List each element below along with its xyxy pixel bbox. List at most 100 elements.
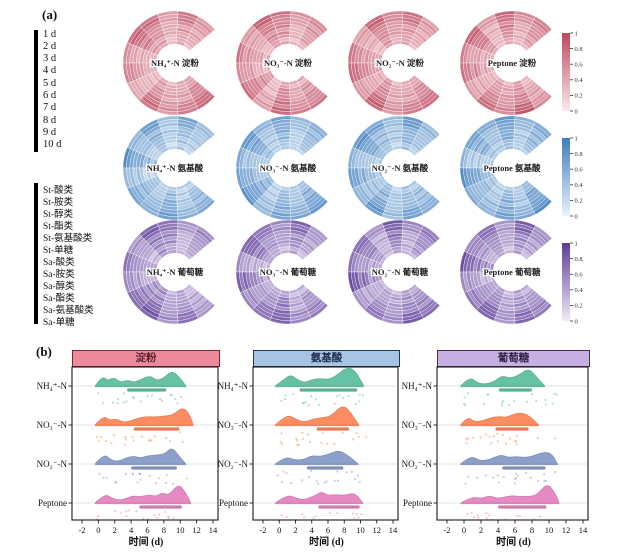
polar-heatmap-title: Peptone 葡萄糖 bbox=[484, 267, 541, 277]
x-tick-label: 14 bbox=[389, 525, 398, 535]
y-axis-label: NO₂⁻-N bbox=[402, 459, 433, 469]
x-tick-label: 12 bbox=[373, 525, 382, 535]
category-sector-legend: St-酸类 St-胺类 St-醇类 St-酯类 St-氨基酸类 St-单糖 Sa-酸类 Sa-… bbox=[34, 180, 124, 330]
jitter-point bbox=[333, 402, 336, 405]
jitter-point bbox=[490, 442, 493, 445]
jitter-point bbox=[365, 436, 368, 439]
polar-cells bbox=[122, 219, 216, 325]
jitter-point bbox=[555, 393, 558, 396]
jitter-point bbox=[111, 401, 115, 404]
ridge-row bbox=[94, 372, 187, 405]
day-legend-item: 9 d bbox=[43, 126, 57, 138]
x-tick-label: 2 bbox=[479, 525, 483, 535]
x-tick-label: 0 bbox=[462, 525, 466, 535]
jitter-point bbox=[280, 442, 284, 446]
category-legend-item: Sa-酯类 bbox=[43, 293, 75, 304]
jitter-point bbox=[347, 394, 350, 398]
jitter-point bbox=[276, 474, 279, 477]
interval-bar bbox=[139, 505, 182, 509]
jitter-point bbox=[171, 482, 175, 486]
y-axis-label: NH₄⁺-N bbox=[37, 381, 68, 391]
category-legend-item: Sa-单糖 bbox=[43, 317, 75, 328]
jitter-point bbox=[501, 433, 504, 437]
jitter-point bbox=[350, 470, 353, 473]
jitter-point bbox=[99, 435, 103, 439]
jitter-point bbox=[317, 403, 321, 407]
jitter-point bbox=[172, 517, 175, 520]
jitter-point bbox=[141, 517, 145, 520]
jitter-point bbox=[102, 476, 105, 479]
colorbar-tick-label: 0 bbox=[575, 108, 578, 115]
polar-heatmap: NO₃⁻-N 氨基酸 bbox=[235, 115, 329, 221]
jitter-point bbox=[95, 435, 98, 438]
jitter-point bbox=[102, 402, 105, 405]
jitter-point bbox=[124, 435, 127, 438]
jitter-point bbox=[463, 396, 466, 399]
polar-cells bbox=[347, 115, 441, 221]
colorbar-tick-label: 0.6 bbox=[575, 272, 584, 279]
jitter-point bbox=[500, 401, 504, 404]
jitter-point bbox=[165, 481, 168, 485]
jitter-point bbox=[154, 482, 158, 485]
jitter-point bbox=[146, 395, 149, 398]
x-tick-label: 10 bbox=[176, 525, 185, 535]
x-tick-label: -2 bbox=[259, 525, 266, 535]
interval-bar bbox=[306, 466, 344, 470]
jitter-point bbox=[485, 433, 488, 436]
polar-heatmap-title: Peptone 淀粉 bbox=[488, 58, 537, 68]
x-tick-label: 8 bbox=[342, 525, 346, 535]
jitter-point bbox=[485, 517, 488, 520]
panel-b-label: (b) bbox=[36, 344, 52, 359]
jitter-point bbox=[502, 476, 505, 479]
polar-heatmap-title: NO₂⁻-N 氨基酸 bbox=[372, 163, 429, 173]
day-legend-item: 10 d bbox=[43, 139, 62, 151]
colorbar: 1 0.8 0.6 0.4 0.2 0 bbox=[562, 240, 584, 325]
jitter-point bbox=[178, 431, 181, 434]
jitter-point bbox=[308, 440, 311, 444]
x-tick-label: 12 bbox=[192, 525, 201, 535]
jitter-point bbox=[333, 442, 336, 445]
jitter-point bbox=[303, 516, 306, 519]
jitter-point bbox=[125, 400, 128, 403]
x-tick-label: 12 bbox=[562, 525, 571, 535]
day-legend-item: 5 d bbox=[43, 77, 57, 89]
polar-heatmap: Peptone 葡萄糖 bbox=[459, 219, 553, 325]
jitter-point bbox=[524, 471, 528, 474]
jitter-point bbox=[301, 401, 304, 404]
jitter-point bbox=[336, 479, 340, 483]
category-legend-item: Sa-胺类 bbox=[43, 269, 75, 280]
x-tick-label: -2 bbox=[443, 525, 450, 535]
jitter-point bbox=[135, 510, 138, 513]
x-tick-label: 8 bbox=[530, 525, 534, 535]
x-tick-label: 2 bbox=[113, 525, 117, 535]
jitter-point bbox=[360, 512, 363, 516]
jitter-point bbox=[279, 440, 282, 444]
jitter-point bbox=[140, 435, 143, 438]
jitter-point bbox=[116, 402, 119, 405]
jitter-point bbox=[127, 509, 130, 512]
colorbar-tick-label: 0.2 bbox=[575, 93, 583, 100]
jitter-point bbox=[110, 442, 113, 445]
jitter-point bbox=[461, 522, 463, 524]
jitter-point bbox=[148, 474, 151, 477]
jitter-point bbox=[472, 436, 475, 439]
jitter-point bbox=[306, 433, 310, 436]
jitter-point bbox=[513, 482, 516, 485]
jitter-point bbox=[165, 436, 168, 440]
jitter-point bbox=[544, 398, 547, 401]
category-legend-item: St-氨基酸类 bbox=[43, 233, 93, 244]
y-axis-label: Peptone bbox=[219, 498, 248, 508]
jitter-point bbox=[514, 472, 518, 475]
x-tick-label: 10 bbox=[545, 525, 554, 535]
polar-heatmap-title: NH₄⁺-N 淀粉 bbox=[151, 58, 199, 68]
polar-cells bbox=[459, 115, 553, 221]
x-tick-label: 10 bbox=[356, 525, 365, 535]
jitter-point bbox=[282, 470, 285, 473]
jitter-point bbox=[485, 511, 488, 514]
jitter-point bbox=[513, 399, 516, 403]
jitter-point bbox=[307, 404, 310, 407]
jitter-point bbox=[317, 482, 320, 485]
jitter-point bbox=[132, 439, 135, 442]
jitter-point bbox=[336, 512, 339, 515]
